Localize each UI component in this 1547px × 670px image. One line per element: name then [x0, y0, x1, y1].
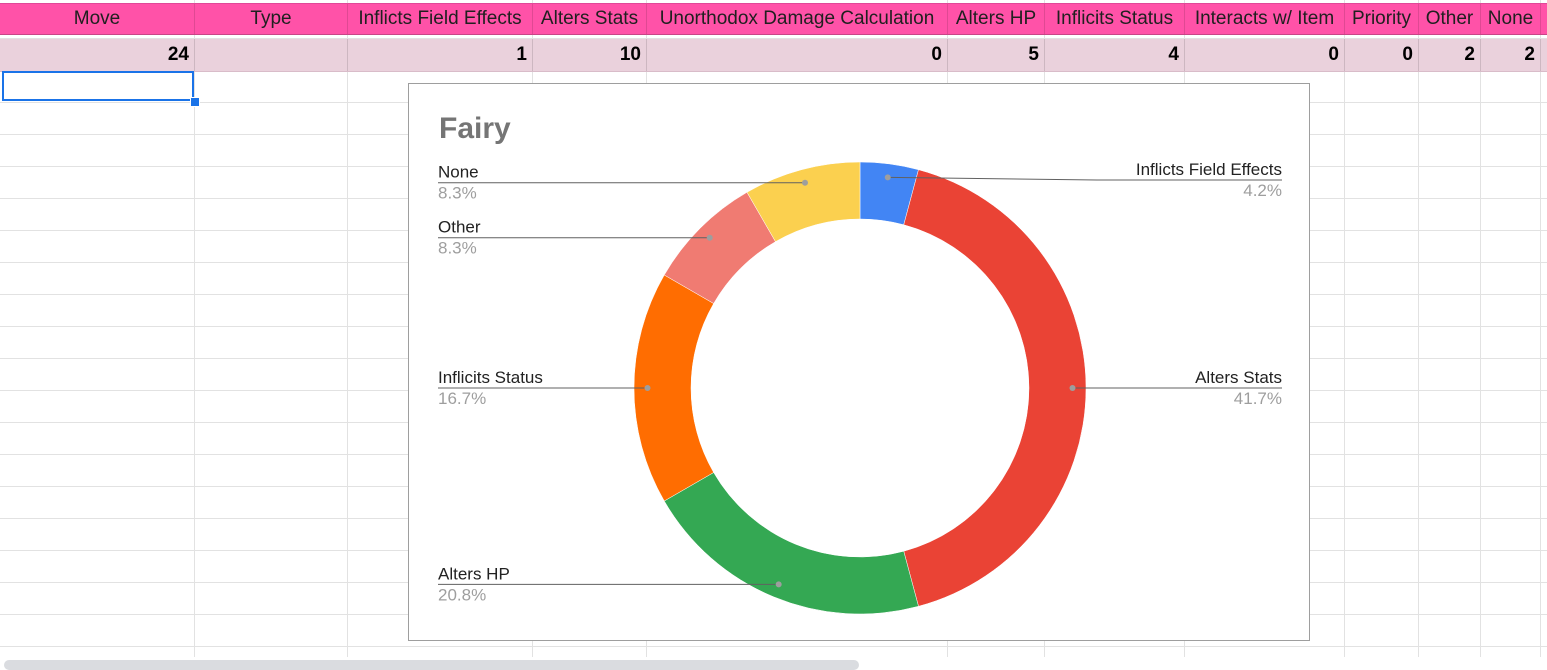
slice-label-alters-stats: Alters Stats	[1195, 368, 1282, 387]
leader-dot-none	[802, 179, 809, 186]
slice-percent-inflicts-field-effects: 4.2%	[1243, 181, 1282, 200]
leader-dot-inflicits-status	[644, 385, 651, 391]
data-cell-type[interactable]	[195, 39, 348, 71]
slice-label-inflicts-field-effects: Inflicts Field Effects	[1136, 160, 1282, 179]
donut-chart[interactable]: Fairy Inflicts Field Effects 4.2% Alters S…	[408, 83, 1310, 641]
header-cell-alters-hp[interactable]: Alters HP	[948, 4, 1045, 34]
header-cell-none[interactable]: None	[1481, 4, 1541, 34]
data-cell-inflicts-field-effects[interactable]: 1	[348, 39, 533, 71]
slice-label-inflicits-status: Inflicits Status	[438, 368, 543, 387]
grid-column-line	[1418, 0, 1419, 657]
header-cell-inflicits-status[interactable]: Inflicits Status	[1045, 4, 1185, 34]
horizontal-scrollbar[interactable]	[4, 660, 859, 670]
leader-dot-alters-hp	[775, 581, 782, 588]
slice-alters-hp[interactable]	[663, 472, 919, 615]
header-cell-priority[interactable]: Priority	[1345, 4, 1419, 34]
slice-percent-alters-stats: 41.7%	[1234, 389, 1282, 408]
header-row: Move Type Inflicts Field Effects Alters …	[0, 3, 1547, 35]
header-cell-move[interactable]: Move	[0, 4, 195, 34]
data-cell-priority[interactable]: 0	[1345, 39, 1419, 71]
leader-dot-other	[706, 234, 713, 241]
header-cell-unorthodox-damage[interactable]: Unorthodox Damage Calculation	[647, 4, 948, 34]
chart-canvas: Fairy Inflicts Field Effects 4.2% Alters S…	[438, 112, 1282, 615]
data-cell-move[interactable]: 24	[0, 39, 195, 71]
data-cell-other[interactable]: 2	[1419, 39, 1481, 71]
data-cell-alters-stats[interactable]: 10	[533, 39, 647, 71]
grid-column-line	[1344, 0, 1345, 657]
header-cell-interacts-item[interactable]: Interacts w/ Item	[1185, 4, 1345, 34]
data-cell-none[interactable]: 2	[1481, 39, 1541, 71]
slice-label-alters-hp: Alters HP	[438, 564, 510, 583]
slice-percent-none: 8.3%	[438, 184, 477, 203]
slice-alters-stats[interactable]	[903, 169, 1087, 607]
leader-dot-alters-stats	[1069, 385, 1076, 391]
grid-column-line	[194, 0, 195, 657]
leader-line-inflicts-field-effects	[887, 176, 1282, 181]
grid-column-line	[1540, 0, 1541, 657]
slice-percent-alters-hp: 20.8%	[438, 585, 486, 604]
chart-title: Fairy	[439, 112, 511, 145]
selected-cell[interactable]	[2, 71, 194, 101]
slice-percent-other: 8.3%	[438, 239, 477, 258]
header-cell-inflicts-field-effects[interactable]: Inflicts Field Effects	[348, 4, 533, 34]
grid-column-line	[347, 0, 348, 657]
header-cell-alters-stats[interactable]: Alters Stats	[533, 4, 647, 34]
data-cell-inflicits-status[interactable]: 4	[1045, 39, 1185, 71]
leader-dot-inflicts-field-effects	[884, 174, 891, 181]
data-cell-interacts-item[interactable]: 0	[1185, 39, 1345, 71]
header-cell-type[interactable]: Type	[195, 4, 348, 34]
grid-column-line	[1480, 0, 1481, 657]
data-cell-alters-hp[interactable]: 5	[948, 39, 1045, 71]
slice-percent-inflicits-status: 16.7%	[438, 389, 486, 408]
header-cell-other[interactable]: Other	[1419, 4, 1481, 34]
slice-none[interactable]	[746, 161, 861, 242]
totals-row: 24 1 10 0 5 4 0 0 2 2	[0, 39, 1547, 72]
slice-label-none: None	[438, 163, 479, 182]
data-cell-unorthodox-damage[interactable]: 0	[647, 39, 948, 71]
slice-label-other: Other	[438, 218, 481, 237]
fill-handle[interactable]	[190, 97, 200, 107]
